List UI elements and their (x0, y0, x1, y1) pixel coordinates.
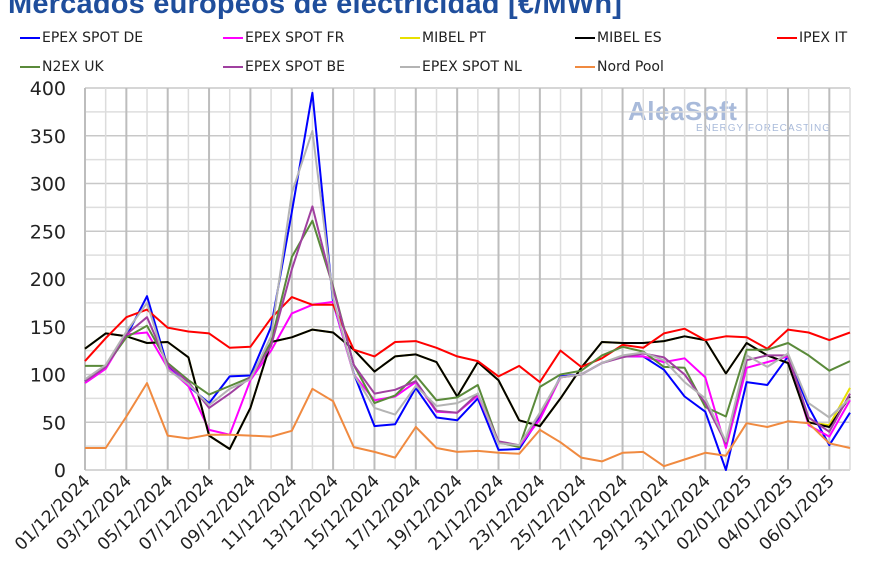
chart-title: Mercados europeos de electricidad [€/MWh… (8, 0, 623, 20)
legend-item: EPEX SPOT DE (20, 30, 143, 46)
y-tick-label: 250 (30, 221, 66, 243)
legend-swatch (575, 37, 595, 39)
legend-label: EPEX SPOT DE (42, 30, 144, 46)
legend-swatch (20, 37, 40, 39)
legend-swatch (223, 66, 243, 68)
series-line-ipex-it (84, 296, 851, 384)
legend-item: EPEX SPOT BE (223, 59, 345, 75)
y-tick-label: 200 (30, 269, 66, 291)
series-line-epex-spot-be (84, 205, 851, 447)
y-tick-label: 300 (30, 174, 66, 196)
legend-item: MIBEL PT (400, 30, 486, 46)
legend-item: EPEX SPOT FR (223, 30, 344, 46)
legend-item: MIBEL ES (575, 30, 662, 46)
legend-swatch (400, 37, 420, 39)
logo-subtitle: ENERGY FORECASTING (696, 123, 832, 134)
legend-label: EPEX SPOT NL (422, 59, 522, 75)
legend-item: Nord Pool (575, 59, 664, 75)
y-tick-label: 100 (30, 365, 66, 387)
legend-label: N2EX UK (42, 59, 104, 75)
series-line-n2ex-uk (85, 219, 851, 449)
legend-label: MIBEL PT (422, 30, 486, 46)
legend-item: EPEX SPOT NL (400, 59, 522, 75)
y-tick-label: 150 (30, 317, 66, 339)
series-line-mibel-es (84, 328, 851, 450)
legend-swatch (575, 66, 595, 68)
legend-label: Nord Pool (597, 59, 664, 75)
legend-label: MIBEL ES (597, 30, 662, 46)
y-tick-label: 400 (30, 78, 66, 100)
series-line-epex-spot-de (84, 91, 851, 471)
logo-name: AleaSoft (628, 96, 738, 126)
legend-label: EPEX SPOT BE (245, 59, 345, 75)
series-line-nord-pool (85, 382, 851, 468)
y-tick-label: 0 (54, 460, 66, 482)
y-tick-label: 50 (42, 412, 66, 434)
y-tick-label: 350 (30, 126, 66, 148)
legend-label: IPEX IT (799, 30, 848, 46)
legend-item: N2EX UK (20, 59, 104, 75)
legend-swatch (223, 37, 243, 39)
legend-label: EPEX SPOT FR (245, 30, 345, 46)
legend-item: IPEX IT (777, 30, 847, 46)
legend-swatch (777, 37, 797, 39)
series-line-epex-spot-nl (84, 130, 851, 447)
aleasoft-logo: AleaSoft ENERGY FORECASTING (628, 96, 831, 134)
legend-swatch (400, 66, 420, 68)
legend-swatch (20, 66, 40, 68)
